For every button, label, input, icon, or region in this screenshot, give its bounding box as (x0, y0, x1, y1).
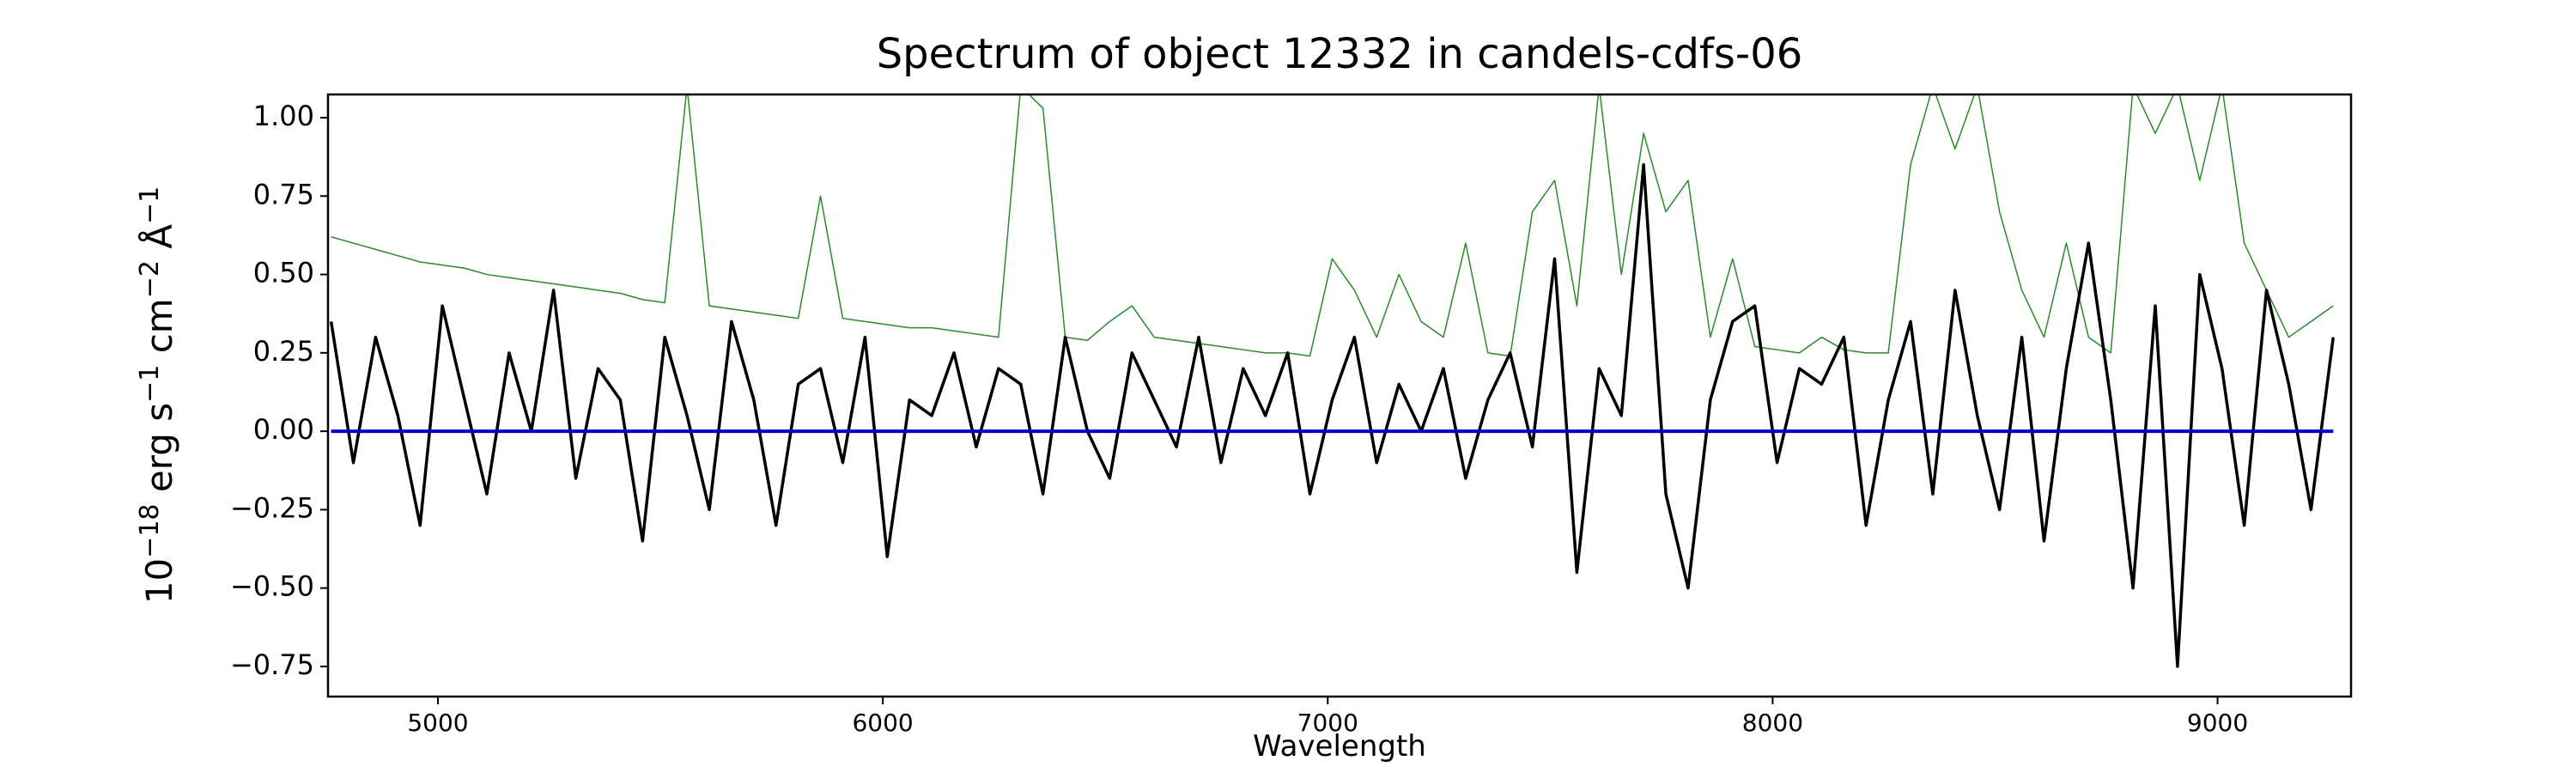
y-tick-label: 0.75 (253, 178, 314, 210)
x-axis-label: Wavelength (1253, 729, 1426, 764)
x-tick-label: 8000 (1742, 709, 1803, 737)
y-tick-label: −0.25 (230, 491, 314, 524)
x-tick-label: 7000 (1297, 709, 1358, 737)
y-tick-label: −0.50 (230, 570, 314, 603)
spectrum-line (331, 94, 2334, 357)
plot-lines (329, 94, 2336, 668)
y-label-text: cm (138, 298, 180, 364)
x-tick-label: 9000 (2187, 709, 2248, 737)
plot-frame (326, 93, 2353, 698)
y-label-text: erg s (138, 403, 180, 504)
y-tick-label: 1.00 (253, 100, 314, 132)
y-label-text: 10 (138, 558, 180, 604)
y-tick-label: −0.75 (230, 648, 314, 681)
x-tick-label: 5000 (407, 709, 468, 737)
y-axis-label: 10−18 erg s−1 cm−2 Å−1 (135, 186, 180, 605)
y-tick-label: 0.50 (253, 257, 314, 289)
spectrum-line (329, 163, 2336, 668)
y-tick-label: 0.00 (253, 413, 314, 446)
y-label-sup: −1 (135, 365, 165, 403)
chart-title: Spectrum of object 12332 in candels-cdfs… (877, 30, 1803, 78)
y-label-sup: −1 (135, 186, 165, 224)
y-label-text: Å (137, 224, 180, 260)
y-tick-label: 0.25 (253, 335, 314, 368)
y-label-sup: −2 (135, 260, 165, 298)
x-tick-label: 6000 (852, 709, 913, 737)
y-label-sup: −18 (135, 504, 165, 558)
